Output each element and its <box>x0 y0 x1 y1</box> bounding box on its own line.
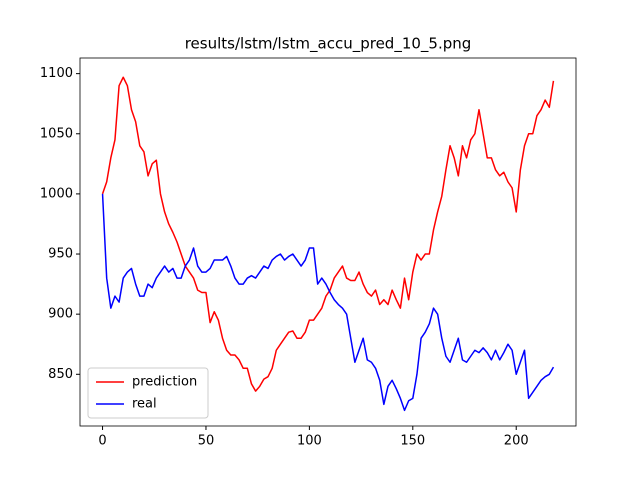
x-tick-label: 0 <box>98 434 106 449</box>
y-tick-label: 850 <box>48 367 73 382</box>
y-tick-label: 1050 <box>40 126 73 141</box>
legend-box <box>87 367 209 419</box>
x-tick-label: 50 <box>198 434 215 449</box>
y-tick-label: 950 <box>48 247 73 262</box>
legend-label: prediction <box>132 375 197 390</box>
x-tick-label: 150 <box>400 434 425 449</box>
chart-title: results/lstm/lstm_accu_pred_10_5.png <box>185 35 472 54</box>
x-tick-label: 200 <box>504 434 529 449</box>
legend-label: real <box>132 397 157 412</box>
x-tick-label: 100 <box>297 434 322 449</box>
y-tick-label: 1000 <box>40 186 73 201</box>
y-tick-label: 1100 <box>40 66 73 81</box>
y-tick-label: 900 <box>48 307 73 322</box>
line-series <box>101 193 555 412</box>
plot-frame <box>79 57 577 427</box>
line-series <box>101 76 555 392</box>
